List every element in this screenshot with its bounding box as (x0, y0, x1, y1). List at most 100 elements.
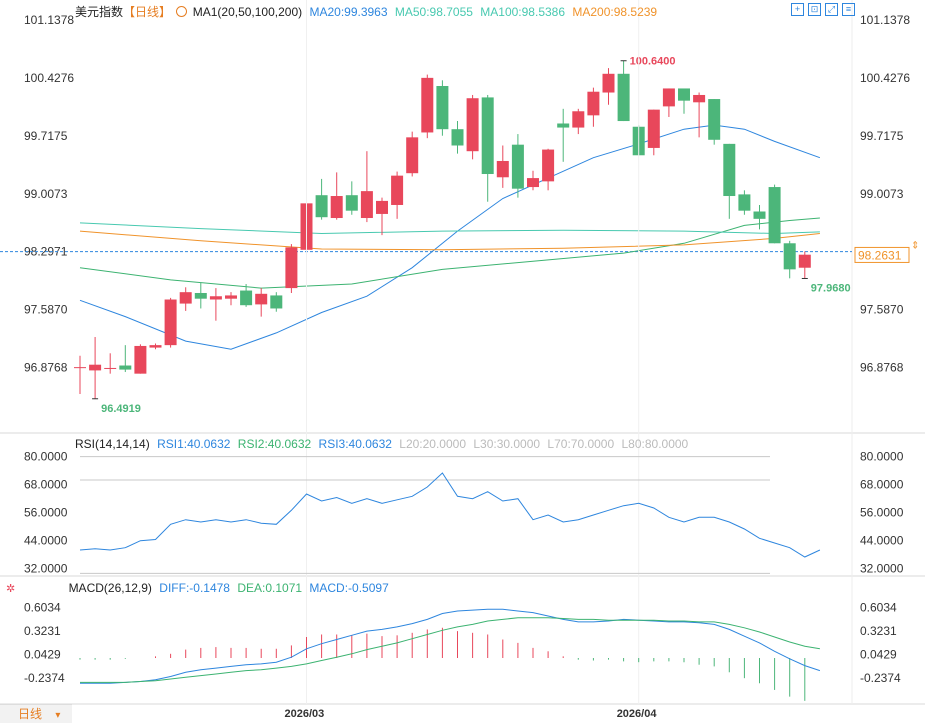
y-tick-label: 97.5870 (860, 303, 904, 317)
candle-body (134, 345, 147, 374)
y-tick-label: 101.1378 (860, 13, 910, 27)
macd-value: MACD:-0.5097 (309, 581, 389, 595)
y-tick-label: 0.6034 (24, 600, 61, 614)
candle-body (194, 292, 207, 299)
candle-body (391, 175, 404, 205)
y-tick-label: 96.8768 (860, 360, 904, 374)
current-price-box (854, 246, 910, 263)
y-tick-label: 80.0000 (24, 450, 68, 464)
candle-body (164, 299, 177, 346)
x-tick-label: 2026/04 (617, 708, 658, 720)
y-tick-label: 0.3231 (860, 624, 897, 638)
ma50-value: MA50:98.7055 (394, 5, 473, 19)
macd-header: ✲ MACD(26,12,9) DIFF:-0.1478 DEA:0.1071 … (6, 581, 389, 595)
rsi-line (79, 472, 821, 558)
toggle-icon[interactable] (176, 6, 188, 17)
candle-body (708, 99, 721, 140)
candle-body (240, 290, 253, 306)
y-tick-label: 99.7175 (860, 129, 904, 143)
candle-body (270, 295, 283, 309)
main-header: 美元指数【日线】 MA1(20,50,100,200) MA20:99.3963… (75, 3, 657, 20)
l30-value: L30:30.0000 (473, 437, 541, 451)
candle-body (723, 143, 736, 197)
candle-body (587, 91, 600, 116)
candle-body (753, 211, 766, 219)
price-arrow-icon: ⇕ (911, 241, 919, 252)
y-tick-label: 100.4276 (24, 71, 74, 85)
y-tick-label: 100.4276 (860, 71, 910, 85)
period-label[interactable]: 【日线】 (123, 5, 172, 19)
zoom-icon[interactable]: + (791, 3, 804, 16)
candle-body (798, 254, 811, 268)
expand-icon[interactable]: ⤢ (825, 3, 838, 16)
l80-value: L80:80.0000 (621, 437, 689, 451)
toolbar: + ⊡ ⤢ ≡ (791, 3, 855, 16)
rsi1-value: RSI1:40.0632 (157, 437, 231, 451)
macd-settings-icon[interactable]: ✲ (6, 583, 16, 595)
candle-body (74, 367, 86, 369)
candle-body (617, 73, 630, 122)
candle-body (557, 123, 570, 128)
y-tick-label: 80.0000 (860, 450, 904, 464)
candle-body (436, 86, 449, 130)
ma-label[interactable]: MA1(20,50,100,200) (192, 5, 303, 19)
y-tick-label: -0.2374 (860, 671, 901, 685)
x-tick-label: 2026/03 (285, 708, 325, 720)
candle-body (285, 247, 298, 289)
ma200-line (79, 230, 820, 251)
ma200-value: MA200:98.5239 (572, 5, 658, 19)
dea-line (80, 617, 820, 683)
candle-body (406, 137, 419, 174)
rsi2-value: RSI2:40.0632 (237, 437, 312, 451)
rsi3-value: RSI3:40.0632 (318, 437, 392, 451)
y-tick-label: 32.0000 (24, 562, 68, 576)
symbol-title: 美元指数 (75, 5, 124, 19)
candle-body (209, 296, 222, 300)
candle-body (360, 191, 373, 219)
candle-body (496, 160, 509, 178)
candle-body (466, 98, 479, 152)
candle-body (783, 243, 796, 270)
candle-body (255, 293, 268, 305)
l20-value: L20:20.0000 (399, 437, 466, 451)
y-tick-label: 97.5870 (24, 303, 68, 317)
ma100-value: MA100:98.5386 (480, 5, 566, 19)
candle-body (768, 187, 781, 244)
candle-body (225, 295, 237, 299)
candle-body (572, 111, 585, 128)
ma20-line (79, 124, 821, 350)
candle-body (315, 195, 328, 218)
candle-body (602, 73, 615, 93)
fit-icon[interactable]: ⊡ (808, 3, 821, 16)
dropdown-icon: ▾ (55, 710, 61, 721)
diff-line (80, 608, 821, 684)
candle-body (678, 88, 690, 101)
candle-body (647, 109, 660, 148)
y-tick-label: 0.0429 (860, 647, 897, 661)
candle-body (693, 94, 706, 103)
y-tick-label: 68.0000 (860, 478, 904, 492)
ma20-value: MA20:99.3963 (309, 5, 388, 19)
l70-value: L70:70.0000 (547, 437, 615, 451)
y-tick-label: 56.0000 (860, 506, 904, 520)
rsi-header: RSI(14,14,14) RSI1:40.0632 RSI2:40.0632 … (75, 437, 688, 451)
y-tick-label: 96.8768 (24, 360, 68, 374)
period-button[interactable]: 日线 ▾ (0, 704, 72, 723)
y-tick-label: 0.6034 (860, 600, 897, 614)
y-tick-label: 44.0000 (860, 534, 904, 548)
candle-body (104, 367, 117, 369)
candle-body (179, 292, 192, 304)
settings-icon[interactable]: ≡ (842, 3, 855, 16)
y-tick-label: 99.7175 (24, 129, 68, 143)
y-tick-label: 101.1378 (24, 13, 74, 27)
macd-title[interactable]: MACD(26,12,9) (68, 581, 152, 595)
rsi-title[interactable]: RSI(14,14,14) (75, 437, 150, 451)
candle-body (481, 97, 494, 175)
y-tick-label: 32.0000 (860, 562, 904, 576)
candle-body (421, 77, 434, 133)
y-tick-label: 68.0000 (24, 478, 68, 492)
candle-body (89, 364, 102, 371)
candle-body (511, 144, 524, 189)
